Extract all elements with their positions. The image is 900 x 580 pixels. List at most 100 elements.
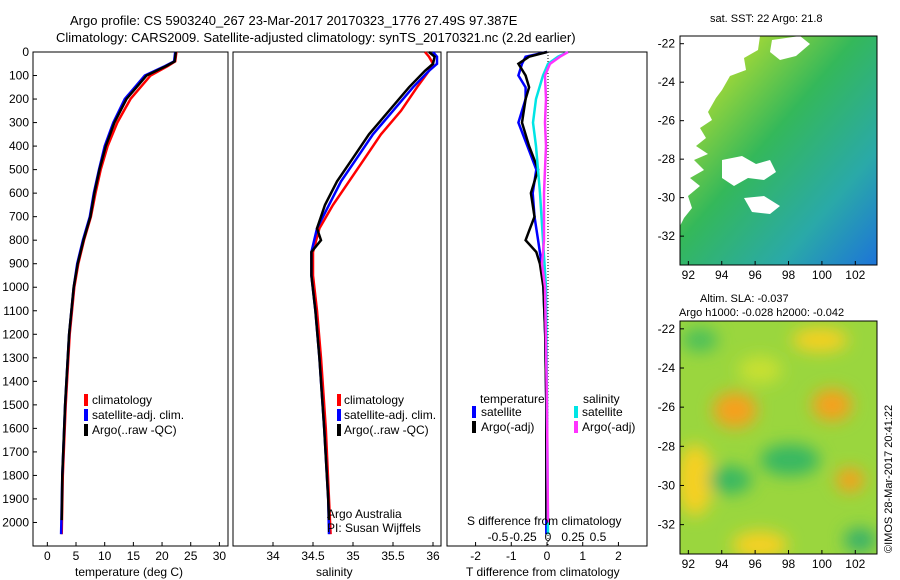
difference-legend-salinity: salinity satellite Argo(-adj) [574, 392, 635, 434]
sst-cloud-patch-3 [770, 36, 810, 60]
legend-label-temp-argo: Argo(-adj) [481, 420, 534, 434]
x-tick-label: 100 [812, 557, 832, 571]
y-tick-label: 1000 [2, 280, 29, 294]
salinity-x-ticks: 34 34.5 35 35.5 36 [266, 542, 440, 563]
x-tick-label: 34.5 [301, 549, 325, 563]
sla-map-frame [679, 320, 878, 555]
legend-swatch-sal-argo [574, 421, 578, 433]
legend-swatch-satellite [337, 409, 341, 421]
legend-swatch-climatology [337, 394, 341, 406]
imos-credit: ©IMOS 28-Mar-2017 20:41:22 [883, 405, 895, 553]
y-tick-label: 200 [9, 92, 29, 106]
y-tick-label: 1300 [2, 351, 29, 365]
salinity-series-group [310, 51, 439, 535]
series-line-1 [59, 51, 177, 535]
diff-series-line-3 [540, 50, 569, 523]
t-difference-label: T difference from climatology [466, 565, 620, 579]
series-line-0 [311, 51, 435, 535]
legend-label-climatology: climatology [92, 393, 152, 407]
sla-map-subtitle: Argo h1000: -0.028 h2000: -0.042 [679, 307, 844, 319]
legend-title-temperature: temperature [480, 392, 545, 406]
x-tick-label: 25 [184, 549, 198, 563]
y-tick-label: -24 [658, 361, 676, 375]
sla-map-panel: Altim. SLA: -0.037 Argo h1000: -0.028 h2… [658, 293, 878, 571]
annotation-pi: PI: Susan Wijffels [327, 521, 421, 535]
s-difference-label: S difference from climatology [467, 514, 622, 528]
y-tick-label: -22 [658, 322, 676, 336]
legend-title-salinity: salinity [583, 392, 620, 406]
x-tick-label: 30 [213, 549, 227, 563]
y-tick-label: 100 [9, 69, 29, 83]
x-tick-label: -2 [470, 549, 481, 563]
x-tick-label: 0 [544, 549, 551, 563]
salinity-legend: climatology satellite-adj. clim. Argo(..… [337, 393, 436, 437]
annotation-argo-australia: Argo Australia [327, 507, 402, 521]
series-line-2 [60, 51, 178, 521]
sst-y-ticks: -22 -24 -26 -28 -30 -32 [658, 37, 684, 243]
legend-label-sal-satellite: satellite [582, 405, 623, 419]
y-tick-label: -22 [658, 37, 676, 51]
title-line-1: Argo profile: CS 5903240_267 23-Mar-2017… [70, 13, 518, 28]
top-tick-label: 0.25 [561, 530, 585, 544]
x-tick-label: 36 [426, 549, 440, 563]
temperature-legend: climatology satellite-adj. clim. Argo(..… [84, 393, 184, 437]
difference-series-group [516, 50, 569, 535]
legend-label-sal-argo: Argo(-adj) [582, 420, 635, 434]
x-tick-label: 5 [73, 549, 80, 563]
y-tick-label: 1900 [2, 492, 29, 506]
sla-heatmap [680, 321, 877, 554]
sla-blobs [680, 328, 876, 554]
x-tick-label: 96 [748, 268, 762, 282]
series-line-1 [310, 51, 439, 535]
salinity-panel: 34 34.5 35 35.5 36 salinity climatology sate… [232, 51, 442, 579]
temperature-axes-frame [32, 51, 229, 547]
sla-field [680, 321, 877, 554]
series-line-2 [310, 51, 436, 521]
difference-x-ticks: -2 -1 0 1 2 [470, 542, 622, 563]
legend-swatch-climatology [84, 394, 88, 406]
temperature-series-group [59, 51, 178, 535]
x-tick-label: 35.5 [381, 549, 405, 563]
sla-map-title: Altim. SLA: -0.037 [700, 293, 789, 305]
sla-x-ticks: 92 94 96 98 100 102 [682, 550, 866, 571]
y-tick-label: 1200 [2, 327, 29, 341]
temperature-x-label: temperature (deg C) [75, 565, 183, 579]
diff-series-line-2 [531, 50, 569, 535]
y-tick-label: 1500 [2, 398, 29, 412]
sst-heatmap [680, 36, 877, 265]
y-tick-label: -28 [658, 439, 676, 453]
top-tick-label: 0 [545, 530, 552, 544]
x-tick-label: 94 [715, 268, 729, 282]
top-tick-label: -0.25 [509, 530, 537, 544]
y-tick-label: 300 [9, 116, 29, 130]
x-tick-label: 0 [44, 549, 51, 563]
sst-x-ticks: 92 94 96 98 100 102 [682, 261, 866, 282]
sst-cloud-mask [680, 36, 760, 226]
x-tick-label: 15 [127, 549, 141, 563]
y-tick-label: 1800 [2, 468, 29, 482]
legend-swatch-sal-satellite [574, 406, 578, 418]
y-tick-label: 900 [9, 257, 29, 271]
y-tick-label: 1100 [3, 304, 29, 318]
x-tick-label: 102 [845, 557, 865, 571]
legend-label-argo: Argo(..raw -QC) [92, 423, 177, 437]
x-tick-label: 94 [715, 557, 729, 571]
y-tick-label: -26 [658, 114, 676, 128]
difference-panel: -2 -1 0 1 2 -0.5 -0.25 0 0.25 0.5 S difference f… [446, 50, 648, 579]
salinity-x-label: salinity [316, 565, 353, 579]
legend-label-satellite: satellite-adj. clim. [344, 408, 436, 422]
x-tick-label: 20 [155, 549, 169, 563]
x-tick-label: 10 [98, 549, 112, 563]
sst-map-frame [679, 35, 878, 266]
y-tick-label: -30 [658, 478, 676, 492]
legend-label-argo: Argo(..raw -QC) [344, 423, 429, 437]
y-tick-label: -32 [658, 229, 676, 243]
y-tick-label: 700 [9, 210, 29, 224]
x-tick-label: 98 [782, 268, 796, 282]
y-tick-label: 600 [9, 186, 29, 200]
legend-swatch-satellite [84, 409, 88, 421]
sst-cloud-patch-2 [744, 196, 780, 214]
legend-label-climatology: climatology [344, 393, 404, 407]
difference-top-ticks: -0.5 -0.25 0 0.25 0.5 [488, 530, 607, 544]
x-tick-label: 98 [782, 557, 796, 571]
